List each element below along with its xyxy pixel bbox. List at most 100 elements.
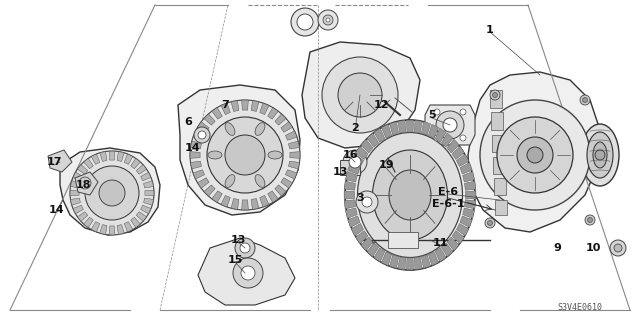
- Polygon shape: [374, 128, 385, 142]
- Polygon shape: [84, 217, 93, 227]
- Circle shape: [198, 131, 206, 139]
- Polygon shape: [268, 191, 278, 203]
- Polygon shape: [344, 181, 355, 190]
- Polygon shape: [351, 223, 364, 236]
- Polygon shape: [442, 133, 453, 147]
- Polygon shape: [406, 120, 413, 132]
- Circle shape: [595, 150, 605, 160]
- Polygon shape: [70, 181, 81, 188]
- Text: 13: 13: [230, 235, 246, 245]
- Ellipse shape: [593, 142, 607, 168]
- Ellipse shape: [268, 151, 282, 159]
- Polygon shape: [124, 154, 133, 164]
- Polygon shape: [289, 141, 300, 149]
- Circle shape: [493, 93, 497, 98]
- Circle shape: [291, 8, 319, 36]
- Polygon shape: [460, 216, 472, 227]
- Polygon shape: [355, 146, 368, 160]
- Polygon shape: [285, 170, 297, 179]
- Polygon shape: [398, 257, 406, 270]
- Circle shape: [488, 220, 493, 226]
- Circle shape: [460, 135, 466, 141]
- Polygon shape: [421, 255, 431, 268]
- Polygon shape: [109, 151, 115, 160]
- Ellipse shape: [255, 122, 265, 135]
- Ellipse shape: [225, 174, 235, 187]
- Polygon shape: [463, 208, 475, 219]
- Circle shape: [79, 177, 91, 189]
- Text: 12: 12: [373, 100, 388, 110]
- Circle shape: [190, 100, 300, 210]
- Polygon shape: [344, 191, 355, 199]
- Circle shape: [318, 10, 338, 30]
- Polygon shape: [221, 103, 230, 115]
- Polygon shape: [70, 190, 79, 196]
- Polygon shape: [100, 152, 107, 161]
- Polygon shape: [91, 222, 100, 232]
- Polygon shape: [212, 108, 222, 119]
- Ellipse shape: [581, 124, 619, 186]
- Circle shape: [225, 135, 265, 175]
- Polygon shape: [344, 200, 355, 209]
- Polygon shape: [381, 124, 392, 138]
- Circle shape: [99, 180, 125, 206]
- Polygon shape: [406, 258, 413, 270]
- Polygon shape: [48, 150, 72, 172]
- Circle shape: [326, 18, 330, 22]
- Polygon shape: [260, 103, 269, 115]
- Polygon shape: [91, 154, 100, 164]
- Polygon shape: [275, 185, 286, 196]
- Polygon shape: [204, 185, 215, 196]
- Ellipse shape: [225, 122, 235, 135]
- Ellipse shape: [358, 132, 463, 257]
- Polygon shape: [242, 200, 248, 210]
- Polygon shape: [389, 122, 399, 135]
- Circle shape: [485, 218, 495, 228]
- Polygon shape: [143, 198, 154, 205]
- Polygon shape: [131, 217, 140, 227]
- Polygon shape: [493, 157, 505, 174]
- Text: 10: 10: [586, 243, 601, 253]
- Circle shape: [338, 73, 382, 117]
- Polygon shape: [388, 232, 418, 248]
- Polygon shape: [346, 208, 357, 219]
- Polygon shape: [70, 198, 81, 205]
- Text: 5: 5: [428, 110, 436, 120]
- Polygon shape: [361, 237, 373, 251]
- Polygon shape: [231, 100, 239, 111]
- Polygon shape: [141, 172, 151, 181]
- Circle shape: [490, 90, 500, 100]
- Circle shape: [434, 109, 440, 115]
- Ellipse shape: [255, 174, 265, 187]
- Text: 1: 1: [486, 25, 494, 35]
- Polygon shape: [447, 139, 459, 153]
- Circle shape: [434, 135, 440, 141]
- Polygon shape: [414, 120, 422, 133]
- Text: 15: 15: [227, 255, 243, 265]
- Circle shape: [235, 238, 255, 258]
- Polygon shape: [452, 146, 465, 160]
- Circle shape: [356, 191, 378, 213]
- Polygon shape: [463, 172, 475, 182]
- Circle shape: [349, 156, 361, 168]
- Circle shape: [70, 151, 154, 235]
- Polygon shape: [428, 124, 438, 138]
- Polygon shape: [374, 248, 385, 262]
- Circle shape: [436, 111, 464, 139]
- Polygon shape: [242, 100, 248, 110]
- Circle shape: [233, 258, 263, 288]
- Polygon shape: [494, 178, 506, 195]
- Polygon shape: [414, 257, 422, 270]
- Polygon shape: [191, 141, 202, 149]
- Polygon shape: [361, 139, 373, 153]
- Polygon shape: [491, 112, 503, 130]
- Circle shape: [85, 166, 139, 220]
- Text: 19: 19: [379, 160, 395, 170]
- Polygon shape: [442, 243, 453, 257]
- Polygon shape: [77, 165, 88, 174]
- Polygon shape: [428, 252, 438, 266]
- Circle shape: [527, 147, 543, 163]
- Text: E-6: E-6: [438, 187, 458, 197]
- Polygon shape: [212, 191, 222, 203]
- Polygon shape: [346, 172, 357, 182]
